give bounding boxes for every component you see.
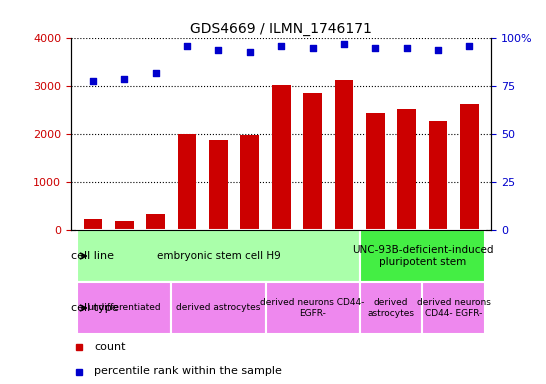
Text: count: count (94, 341, 126, 351)
Point (120, 76, 129, 82)
Bar (397, 109, 416, 230)
Bar (272, 85, 290, 230)
Bar (209, 141, 228, 230)
Text: derived neurons
CD44- EGFR-: derived neurons CD44- EGFR- (417, 298, 491, 318)
Bar (335, 80, 353, 230)
Point (402, 45, 411, 51)
Bar (177, 134, 197, 230)
Point (183, 43, 192, 49)
Bar (265, 282, 360, 334)
Bar (460, 104, 479, 230)
Bar (360, 282, 423, 334)
Point (340, 41, 348, 47)
Bar (84, 220, 102, 230)
Point (465, 43, 474, 49)
Text: UNC-93B-deficient-induced
pluripotent stem: UNC-93B-deficient-induced pluripotent st… (352, 245, 493, 267)
Point (371, 45, 379, 51)
Point (151, 70, 160, 76)
Bar (303, 93, 322, 230)
Text: derived astrocytes: derived astrocytes (176, 303, 260, 313)
Text: embryonic stem cell H9: embryonic stem cell H9 (157, 251, 280, 261)
Text: undifferentiated: undifferentiated (87, 303, 161, 313)
Point (88, 78, 97, 84)
Bar (366, 113, 385, 230)
Text: derived neurons CD44-
EGFR-: derived neurons CD44- EGFR- (260, 298, 365, 318)
Bar (423, 282, 485, 334)
Bar (171, 282, 265, 334)
Text: derived
astrocytes: derived astrocytes (367, 298, 414, 318)
Text: percentile rank within the sample: percentile rank within the sample (94, 366, 282, 376)
Point (434, 47, 442, 53)
Bar (77, 282, 171, 334)
Text: cell type: cell type (72, 303, 119, 313)
Point (214, 47, 223, 53)
Bar (77, 230, 360, 282)
Title: GDS4669 / ILMN_1746171: GDS4669 / ILMN_1746171 (190, 22, 372, 36)
Text: cell line: cell line (72, 251, 114, 261)
Point (246, 49, 254, 55)
Bar (429, 121, 448, 230)
Point (308, 45, 317, 51)
Point (277, 43, 286, 49)
Bar (240, 135, 259, 230)
Bar (146, 214, 165, 230)
Bar (360, 230, 485, 282)
Bar (115, 221, 134, 230)
